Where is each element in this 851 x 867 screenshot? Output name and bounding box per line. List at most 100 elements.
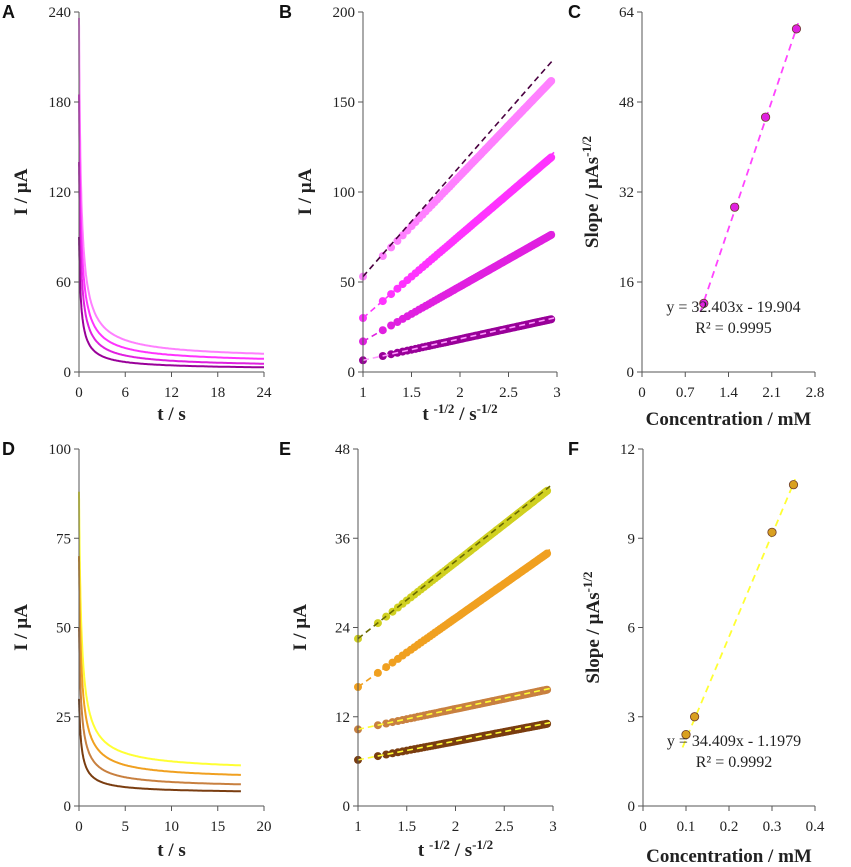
series-c4 (359, 315, 556, 365)
panel-letter: F (568, 439, 579, 459)
series-c1 (354, 485, 552, 643)
data-point (378, 252, 387, 260)
x-tick-label: 2.8 (806, 385, 825, 401)
x-axis-title: t / s (157, 404, 186, 425)
y-axis-title: I / µA (290, 604, 311, 651)
r-squared: R² = 0.9995 (695, 320, 772, 337)
y-tick-label: 180 (49, 95, 72, 111)
x-tick-label: 0.2 (720, 819, 739, 835)
series-line-c4 (78, 698, 241, 793)
series-line-c3 (78, 162, 264, 365)
y-axis-title: Slope / µAs-1/2 (579, 136, 603, 248)
series-line-c2 (78, 94, 264, 360)
fit-line-c2 (362, 151, 555, 319)
x-tick-label: 0.7 (676, 385, 695, 401)
x-tick-label: 2 (452, 819, 460, 835)
x-tick-label: 2.1 (762, 385, 781, 401)
y-tick-label: 0 (64, 799, 72, 815)
y-tick-label: 16 (619, 275, 635, 291)
x-tick-label: 5 (122, 819, 130, 835)
y-tick-label: 32 (619, 185, 634, 201)
x-tick-label: 1 (354, 819, 362, 835)
y-tick-label: 48 (619, 95, 634, 111)
fit-line-c4 (357, 721, 551, 761)
x-tick-label: 24 (257, 385, 273, 401)
series-line-c2 (78, 556, 241, 776)
x-tick-label: 6 (122, 385, 130, 401)
data-point (791, 24, 802, 34)
x-tick-label: 1.5 (402, 385, 421, 401)
x-axis-title: t -1/2 / s-1/2 (418, 837, 493, 861)
x-tick-label: 2.5 (495, 819, 514, 835)
y-tick-label: 75 (56, 531, 71, 547)
fit-line-c3 (362, 230, 555, 343)
y-tick-label: 48 (335, 442, 350, 458)
y-axis-title: I / µA (295, 168, 316, 215)
series-c3 (354, 685, 552, 734)
fit-line-c3 (357, 687, 551, 731)
fit-line-c4 (362, 317, 555, 362)
series-line-c1 (78, 18, 264, 355)
x-tick-label: 0.3 (763, 819, 782, 835)
x-tick-label: 0.1 (677, 819, 696, 835)
fit-line (699, 22, 800, 313)
data-point (547, 230, 556, 239)
y-tick-label: 150 (333, 95, 356, 111)
y-tick-label: 100 (49, 442, 72, 458)
data-point (730, 202, 740, 212)
x-axis-title: t -1/2 / s-1/2 (422, 401, 497, 425)
x-axis-title: Concentration / mM (646, 409, 812, 430)
x-tick-label: 0 (638, 385, 646, 401)
y-tick-label: 0 (627, 365, 635, 381)
panel-f: y = 34.409x - 1.1979 R² = 0.9992 F 0 3 6 9 12 0 0… (568, 439, 825, 867)
x-axis-title: t / s (157, 840, 186, 861)
r-squared: R² = 0.9992 (696, 754, 773, 771)
x-tick-label: 3 (553, 385, 561, 401)
panel-c: y = 32.403x - 19.904 R² = 0.9995 C 0 16 32 48 6… (568, 2, 824, 430)
x-axis-title: Concentration / mM (646, 846, 812, 867)
x-tick-label: 20 (257, 819, 272, 835)
x-tick-label: 3 (549, 819, 557, 835)
x-tick-label: 1.5 (397, 819, 416, 835)
y-tick-label: 50 (340, 275, 355, 291)
fit-equation: y = 32.403x - 19.904 (666, 299, 800, 316)
y-tick-label: 12 (620, 442, 635, 458)
data-point (382, 750, 391, 759)
y-tick-label: 64 (619, 5, 635, 21)
y-tick-label: 240 (49, 5, 72, 21)
y-tick-label: 0 (64, 365, 72, 381)
data-point (393, 236, 402, 245)
data-point (547, 77, 556, 85)
data-point (543, 549, 552, 558)
y-tick-label: 120 (49, 185, 72, 201)
data-point (689, 712, 700, 722)
fit-line-c1 (362, 58, 555, 278)
y-axis-title: Slope / µAs-1/2 (580, 571, 604, 683)
y-tick-label: 24 (335, 621, 351, 637)
x-tick-label: 0 (639, 819, 647, 835)
x-tick-label: 1.4 (719, 385, 738, 401)
panel-letter: D (2, 439, 15, 459)
y-tick-label: 200 (333, 5, 356, 21)
data-point (387, 243, 396, 252)
panel-letter: C (568, 2, 581, 22)
fit-line-c1 (357, 485, 551, 640)
panel-e: E 0 12 24 36 48 1 1.5 2 2.5 3 t -1/2 / s-1/2 I / µA (279, 439, 557, 861)
data-point (681, 729, 691, 740)
series-c1 (359, 58, 556, 281)
data-point (547, 153, 556, 162)
x-tick-label: 15 (210, 819, 225, 835)
x-tick-label: 12 (164, 385, 179, 401)
y-tick-label: 0 (628, 799, 636, 815)
series-c2 (359, 151, 556, 322)
x-tick-label: 10 (164, 819, 179, 835)
panel-b: B 0 50 100 150 200 1 1.5 2 2.5 3 t -1/2 / s-1/2 I / … (279, 2, 561, 425)
series-line-c4 (78, 237, 264, 369)
y-tick-label: 25 (56, 710, 71, 726)
x-tick-label: 0 (75, 385, 83, 401)
y-tick-label: 12 (335, 710, 350, 726)
panel-letter: B (279, 2, 292, 22)
panel-letter: A (2, 2, 15, 22)
data-point (788, 480, 799, 490)
